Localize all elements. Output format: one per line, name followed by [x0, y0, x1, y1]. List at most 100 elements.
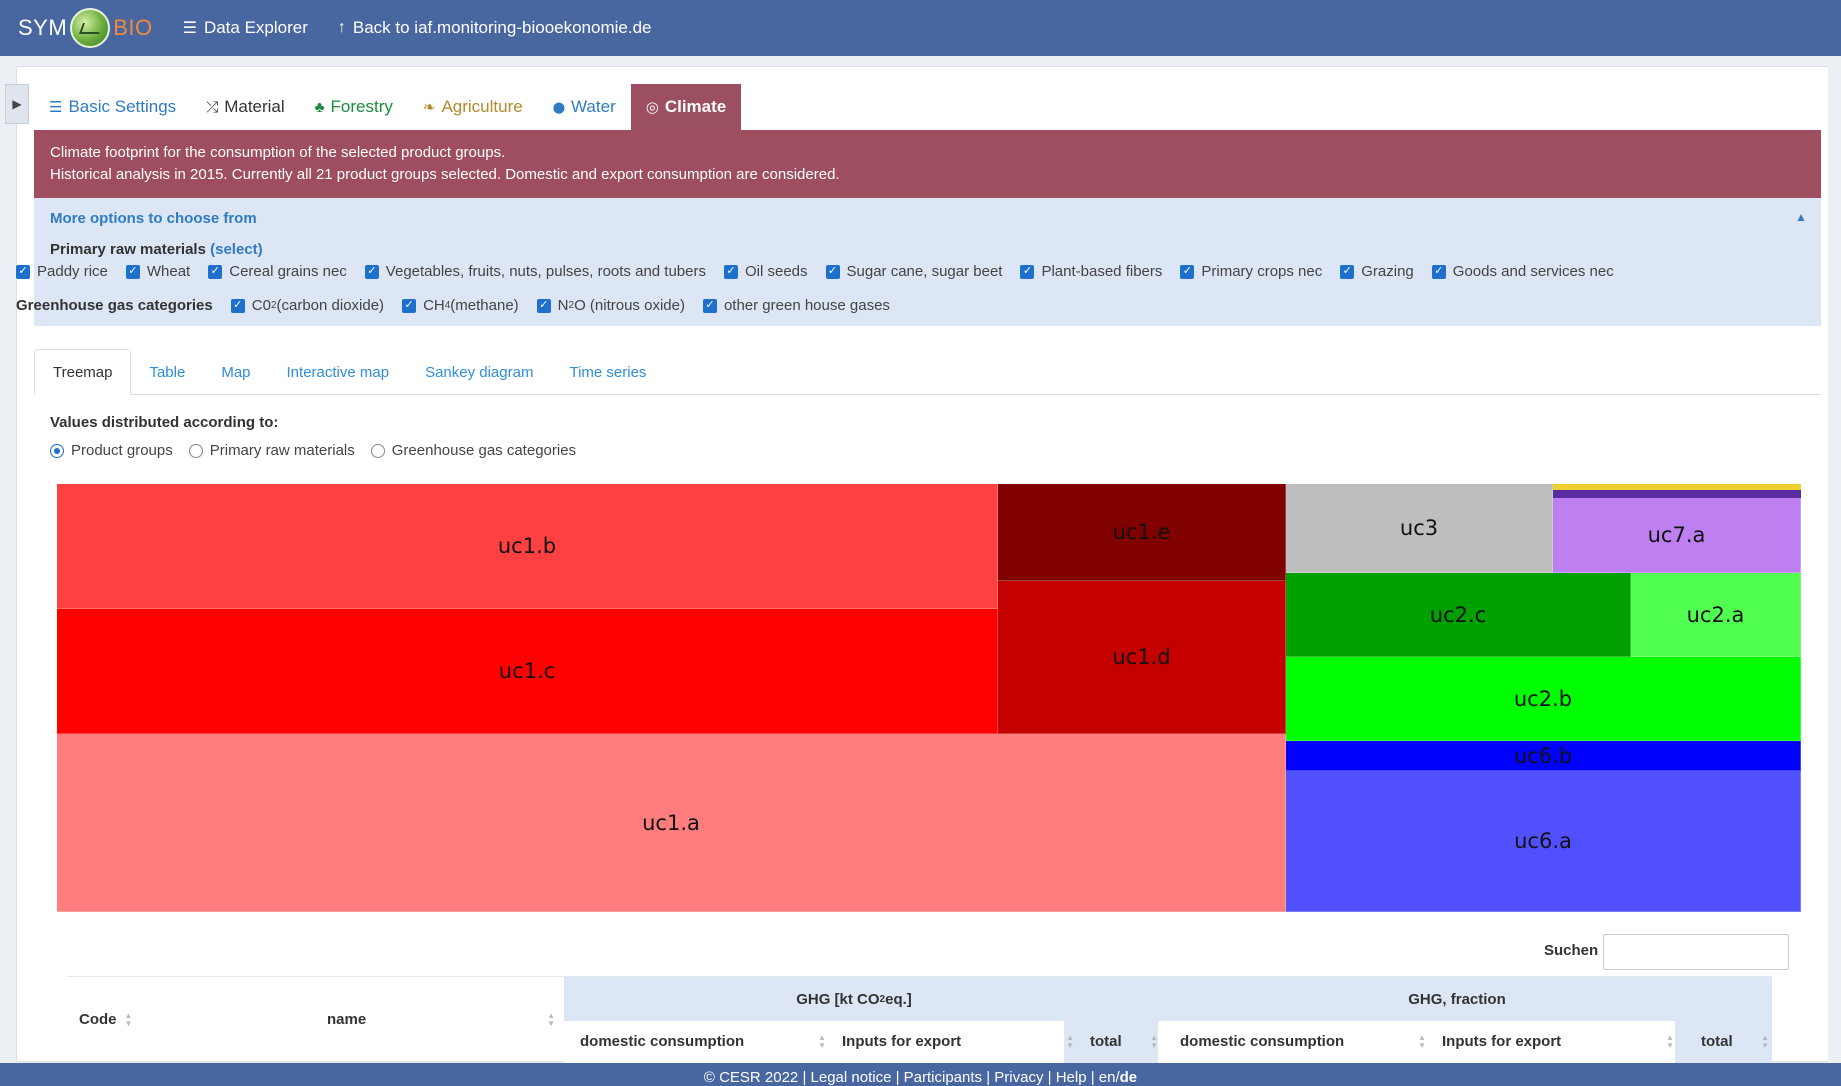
raw-material-label: Goods and services nec: [1452, 263, 1614, 280]
ghg-label-sub: 2: [568, 300, 575, 311]
banner-line-2: Historical analysis in 2015. Currently a…: [50, 166, 840, 183]
view-tab-interactive-map[interactable]: Interactive map: [286, 363, 390, 381]
treemap-cell-uc1-e[interactable]: uc1.e: [998, 484, 1286, 581]
raw-material-checkbox[interactable]: ✓ Plant-based fibers: [1020, 263, 1162, 280]
subheader-2[interactable]: total ▲ ▼: [1074, 1033, 1158, 1050]
ghg-label-sub: 4: [444, 300, 451, 311]
code-header[interactable]: Code ▲ ▼: [79, 1011, 132, 1028]
view-tab-treemap[interactable]: Treemap: [34, 349, 132, 395]
lang-en-link[interactable]: en: [1098, 1069, 1116, 1086]
view-tab-sankey-diagram[interactable]: Sankey diagram: [425, 363, 534, 381]
subheader-label: Inputs for export: [1442, 1033, 1562, 1050]
raw-material-checkbox[interactable]: ✓ Goods and services nec: [1431, 263, 1614, 280]
treemap-cell-uc7-a[interactable]: uc7.a: [1553, 498, 1801, 573]
ghg-checkbox[interactable]: ✓ other green house gases: [702, 297, 890, 314]
footer-link-participants[interactable]: Participants: [903, 1069, 983, 1086]
ghg-label: Greenhouse gas categories: [16, 297, 213, 314]
ghg-checkbox[interactable]: ✓ CH 4 (methane): [402, 297, 519, 314]
sort-icon: ▲ ▼: [1150, 1032, 1158, 1050]
treemap-cell-uc3[interactable]: uc3: [1286, 484, 1553, 573]
raw-material-checkbox[interactable]: ✓ Wheat: [125, 263, 191, 280]
data-explorer-link[interactable]: ☰ Data Explorer: [183, 18, 308, 38]
raw-material-checkbox[interactable]: ✓ Oil seeds: [723, 263, 808, 280]
brand-logo[interactable]: SYM BIO: [18, 8, 153, 48]
tab-material[interactable]: ⤮ Material: [191, 84, 299, 130]
main-tabs: ☰ Basic Settings ⤮ Material ♣ Forestry ❧…: [34, 84, 742, 130]
raw-material-checkbox[interactable]: ✓ Grazing: [1340, 263, 1414, 280]
ghg-checkbox[interactable]: ✓ N 2 O (nitrous oxide): [536, 297, 685, 314]
tab-water[interactable]: ⬤ Water: [538, 84, 631, 130]
ghg-label-pre: C0: [251, 297, 271, 314]
treemap-cell-uc2-c[interactable]: uc2.c: [1286, 573, 1631, 657]
footer-link-privacy[interactable]: Privacy: [994, 1069, 1044, 1086]
raw-material-checkbox[interactable]: ✓ Paddy rice: [16, 263, 108, 280]
footer-link-legal[interactable]: Legal notice: [810, 1069, 892, 1086]
treemap-cell-uc1-d[interactable]: uc1.d: [998, 581, 1286, 734]
treemap-cell-uc1-b[interactable]: uc1.b: [57, 484, 998, 609]
sidebar-toggle-button[interactable]: ▶: [5, 84, 29, 124]
subheader-5[interactable]: total ▲ ▼: [1685, 1033, 1769, 1050]
collapse-up-icon[interactable]: ▲: [1795, 210, 1807, 224]
tab-agriculture[interactable]: ❧ Agriculture: [408, 84, 538, 130]
ghg-label-pre: CH: [423, 297, 445, 314]
treemap-cell-label: uc2.a: [1686, 602, 1745, 627]
ghg-checkbox[interactable]: ✓ C0 2 (carbon dioxide): [230, 297, 384, 314]
tab-climate[interactable]: ◎ Climate: [630, 84, 742, 130]
treemap-cell-label: uc1.e: [1112, 520, 1171, 544]
treemap-cell-small[interactable]: [1553, 490, 1801, 498]
raw-materials-label: Primary raw materials: [50, 241, 206, 258]
raw-material-checkbox[interactable]: ✓ Cereal grains nec: [208, 263, 347, 280]
subheader-0[interactable]: domestic consumption ▲ ▼: [564, 1033, 826, 1050]
subheader-3[interactable]: domestic consumption ▲ ▼: [1164, 1033, 1426, 1050]
treemap-cell-small[interactable]: [1553, 484, 1801, 490]
treemap-cell-uc2-b[interactable]: uc2.b: [1286, 657, 1801, 741]
treemap-cell-label: uc7.a: [1647, 523, 1706, 547]
options-header[interactable]: More options to choose from: [50, 210, 257, 227]
treemap-cell-uc1-a[interactable]: uc1.a: [57, 734, 1286, 912]
subheader-4[interactable]: Inputs for export ▲ ▼: [1426, 1033, 1674, 1050]
treemap-cell-uc6-a[interactable]: uc6.a: [1286, 771, 1801, 912]
treemap-cell-label: uc2.c: [1429, 602, 1487, 627]
tab-basic-settings[interactable]: ☰ Basic Settings: [34, 84, 191, 130]
sort-icon: ▲ ▼: [818, 1032, 826, 1050]
raw-material-checkbox[interactable]: ✓ Vegetables, fruits, nuts, pulses, roots…: [364, 263, 706, 280]
raw-material-label: Vegetables, fruits, nuts, pulses, roots …: [385, 263, 706, 280]
raw-material-checkbox[interactable]: ✓ Sugar cane, sugar beet: [825, 263, 1002, 280]
footer-link-help[interactable]: Help: [1055, 1069, 1087, 1086]
ghg-label-sub: 2: [270, 300, 277, 311]
raw-material-checkbox[interactable]: ✓ Primary crops nec: [1180, 263, 1322, 280]
treemap-cell-label: uc1.c: [498, 659, 556, 683]
search-input[interactable]: [1603, 934, 1789, 970]
raw-materials-select-link[interactable]: (select): [210, 241, 263, 258]
back-link[interactable]: ↑ Back to iaf.monitoring-biooekonomie.de: [338, 18, 652, 38]
treemap-cell-uc6-b[interactable]: uc6.b: [1286, 741, 1801, 771]
radio-icon: [50, 443, 64, 458]
treemap-cell-uc2-a[interactable]: uc2.a: [1631, 573, 1801, 657]
arrow-up-icon: ↑: [337, 19, 346, 36]
binoculars-icon: ☰: [49, 99, 63, 116]
scrollbar[interactable]: [1828, 66, 1841, 1062]
checkmark-icon: ✓: [208, 264, 223, 279]
search-label: Suchen: [1544, 942, 1599, 959]
distribution-radios: Product groups Primary raw materials Green…: [50, 442, 592, 459]
name-header[interactable]: name ▲ ▼: [327, 1011, 555, 1028]
globe-logo-icon: [70, 8, 111, 48]
raw-material-label: Wheat: [146, 263, 191, 280]
subheader-1[interactable]: Inputs for export ▲ ▼: [826, 1033, 1074, 1050]
tab-label: Material: [224, 97, 285, 116]
options-panel: More options to choose from ▲ Primary ra…: [34, 198, 1821, 326]
view-tab-map[interactable]: Map: [221, 363, 251, 381]
distribution-radio[interactable]: Primary raw materials: [188, 442, 355, 459]
globe-icon: ◎: [645, 99, 659, 116]
subheader-label: Inputs for export: [842, 1033, 962, 1050]
total-bg-1: [1064, 1021, 1158, 1065]
treemap-cell-uc1-c[interactable]: uc1.c: [57, 609, 998, 734]
distribution-radio[interactable]: Product groups: [50, 442, 173, 459]
view-tabs: Treemap Table Map Interactive map Sankey dia…: [34, 349, 1821, 395]
ghg-kt-header: GHG [kt CO 2 eq.]: [564, 991, 1144, 1008]
view-tab-table[interactable]: Table: [149, 363, 186, 381]
tab-forestry[interactable]: ♣ Forestry: [300, 84, 408, 130]
distribution-radio[interactable]: Greenhouse gas categories: [370, 442, 576, 459]
lang-de-link[interactable]: de: [1119, 1069, 1138, 1086]
view-tab-time-series[interactable]: Time series: [569, 363, 647, 381]
